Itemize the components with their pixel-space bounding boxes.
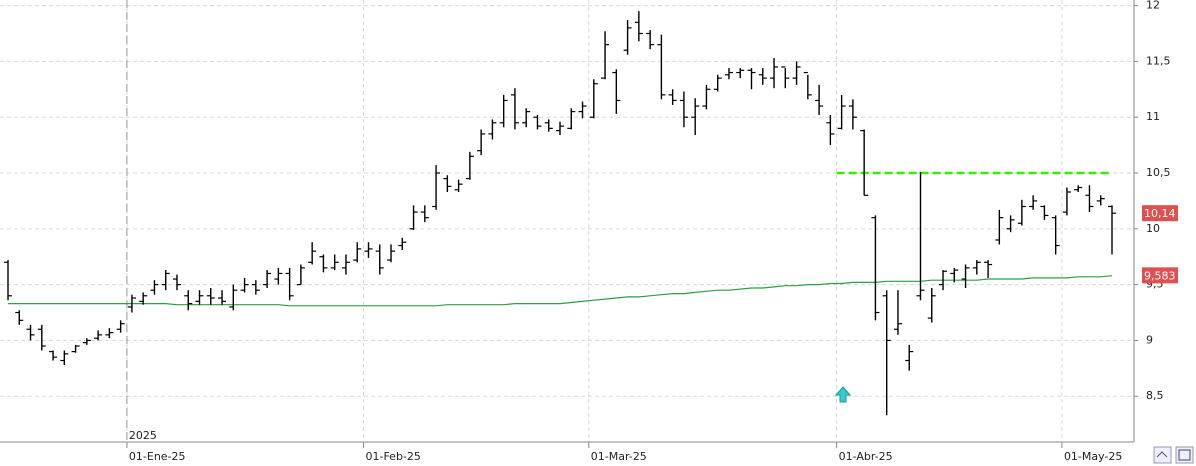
last-price-tag xyxy=(1142,205,1178,222)
arrow-icon xyxy=(834,386,852,403)
x-tick-label: 01-May-25 xyxy=(1064,450,1122,463)
y-tick-label: 9 xyxy=(1146,333,1153,346)
y-tick-label: 11,5 xyxy=(1146,54,1171,67)
y-tick-label: 12 xyxy=(1146,0,1160,12)
year-label: 2025 xyxy=(129,429,157,442)
collapse-button[interactable] xyxy=(1153,446,1172,464)
x-tick-label: 01-Feb-25 xyxy=(365,450,420,463)
ma-value-tag-label: 9,583 xyxy=(1144,269,1176,282)
ma-value-tag xyxy=(1142,267,1178,284)
y-tick-label: 11 xyxy=(1146,110,1160,123)
x-tick-label: 01-Abr-25 xyxy=(839,450,893,463)
x-tick-label: 01-Ene-25 xyxy=(129,450,186,463)
last-price-tag-label: 10,14 xyxy=(1144,207,1176,220)
moving-average-line xyxy=(8,275,1113,307)
save-icon xyxy=(1178,449,1191,461)
x-tick-label: 01-Mar-25 xyxy=(591,450,647,463)
y-tick-label: 10 xyxy=(1146,222,1160,235)
collapse-icon xyxy=(1156,451,1168,458)
y-tick-label: 10,5 xyxy=(1146,166,1171,179)
save-button[interactable] xyxy=(1175,446,1194,464)
y-tick-label: 8,5 xyxy=(1146,389,1164,402)
buy-signal-arrow xyxy=(834,386,852,403)
